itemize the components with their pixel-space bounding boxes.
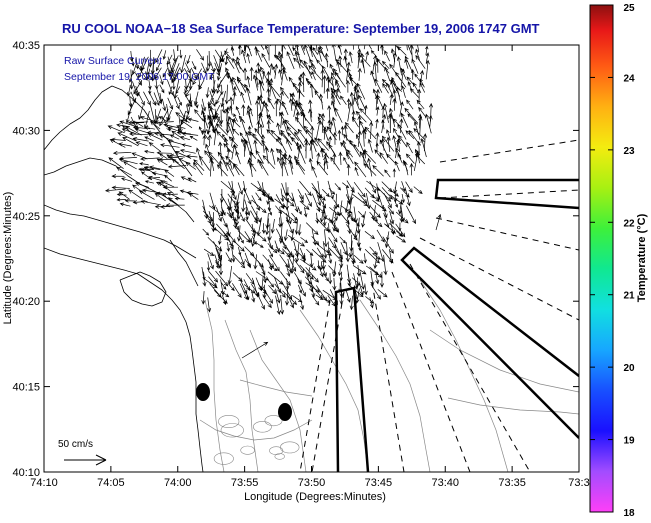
current-vectors (104, 45, 442, 359)
colorbar-tick-label: 21 (623, 291, 635, 302)
y-tick-label: 40:35 (12, 40, 40, 52)
colorbar (589, 4, 614, 513)
y-tick-label: 40:30 (12, 125, 40, 137)
y-axis-ticks: 40:35 40:30 40:25 40:20 40:15 40:10 (12, 40, 579, 479)
x-axis-ticks: 74:10 74:05 74:00 73:55 73:50 73:45 73:40 73:35… (30, 45, 590, 489)
x-tick-label: 74:05 (97, 477, 125, 489)
y-tick-label: 40:25 (12, 211, 40, 223)
y-tick-label: 40:10 (12, 467, 40, 479)
y-tick-label: 40:20 (12, 296, 40, 308)
colorbar-tick-label: 20 (623, 363, 635, 374)
colorbar-ticks: 25 24 23 22 21 20 19 18 (590, 3, 635, 519)
colorbar-tick-label: 18 (623, 508, 635, 518)
x-tick-label: 73:55 (231, 477, 259, 489)
colorbar-tick-label: 19 (623, 436, 635, 447)
legend-line-1: Raw Surface Current (64, 55, 162, 67)
x-tick-label: 73:35 (498, 477, 526, 489)
scale-label: 50 cm/s (58, 439, 93, 450)
figure-title: RU COOL NOAA−18 Sea Surface Temperature:… (62, 21, 540, 36)
x-tick-label: 73:40 (431, 477, 459, 489)
y-axis-label: Latitude (Degrees:Minutes) (2, 192, 14, 325)
colorbar-tick-label: 25 (623, 3, 635, 14)
colorbar-tick-label: 24 (623, 73, 635, 84)
colorbar-tick-label: 23 (623, 146, 635, 157)
x-tick-label: 73:3 (568, 477, 589, 489)
colorbar-tick-label: 22 (623, 218, 635, 229)
x-tick-label: 73:45 (365, 477, 393, 489)
colorbar-label: Temperature (°C) (636, 213, 648, 302)
legend-line-2: September 19, 2006 17:00 GMT (64, 71, 215, 83)
scale-arrow (64, 454, 107, 466)
x-tick-label: 74:00 (164, 477, 192, 489)
bathymetry-contours (199, 279, 579, 472)
x-axis-label: Longitude (Degrees:Minutes) (244, 491, 386, 503)
study-area-overlays (196, 139, 579, 472)
coastline (44, 85, 204, 472)
x-tick-label: 74:10 (30, 477, 58, 489)
y-tick-label: 40:15 (12, 382, 40, 394)
map-area (44, 45, 579, 472)
x-tick-label: 73:50 (298, 477, 326, 489)
